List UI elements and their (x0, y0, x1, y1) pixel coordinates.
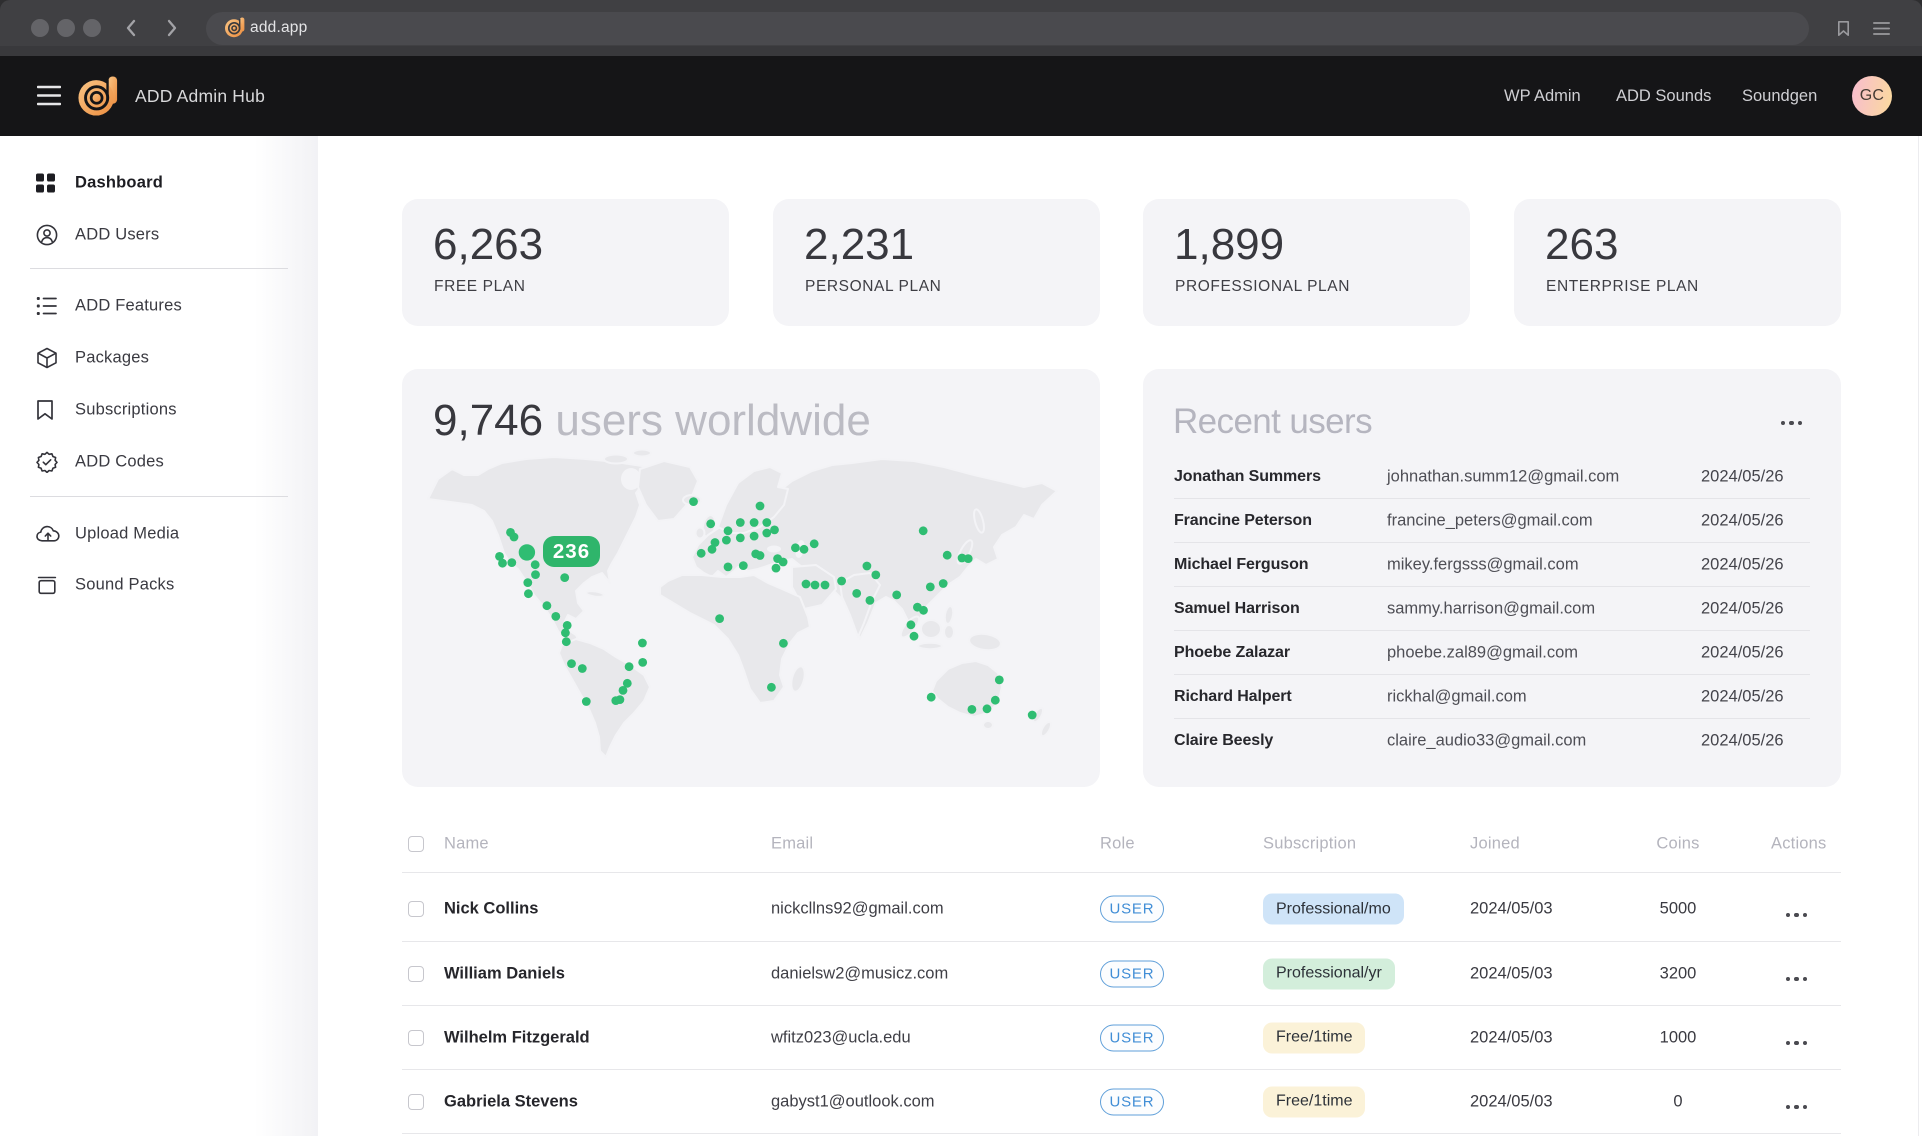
svg-text:236: 236 (553, 540, 590, 563)
